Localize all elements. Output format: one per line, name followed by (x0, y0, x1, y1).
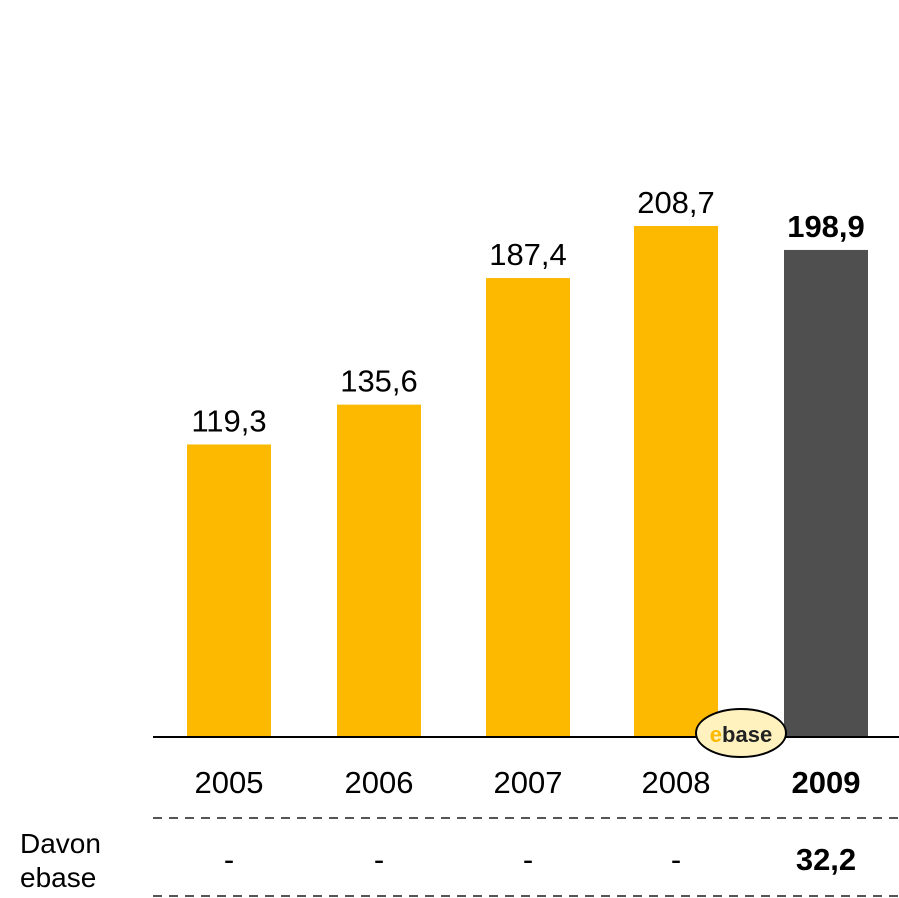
x-tick-label-2007: 2007 (494, 765, 563, 800)
bar-2008 (634, 226, 718, 736)
logo-e-glyph: e (710, 722, 722, 747)
value-label-2008: 208,7 (637, 185, 715, 220)
davon-value-2005: - (224, 842, 234, 877)
x-tick-label-2006: 2006 (345, 765, 414, 800)
davon-label-line1: Davon (20, 828, 101, 859)
davon-values-group: - - - - 32,2 (224, 842, 856, 877)
value-label-2007: 187,4 (489, 237, 567, 272)
davon-label-line2: ebase (20, 862, 96, 893)
value-label-2005: 119,3 (191, 403, 266, 438)
bar-2009 (784, 250, 868, 736)
davon-value-2008: - (671, 842, 681, 877)
ebase-logo: ebase (696, 709, 786, 757)
x-tick-label-2009: 2009 (792, 765, 861, 800)
bar-2006 (337, 405, 421, 736)
davon-value-2009: 32,2 (796, 842, 856, 877)
year-labels-group: 2005 2006 2007 2008 2009 (195, 765, 861, 800)
svg-text:ebase: ebase (710, 722, 772, 747)
davon-value-2006: - (374, 842, 384, 877)
logo-text: base (722, 722, 772, 747)
davon-value-2007: - (523, 842, 533, 877)
x-tick-label-2005: 2005 (195, 765, 264, 800)
bar-2005 (187, 444, 271, 736)
value-label-2009: 198,9 (787, 209, 865, 244)
x-tick-label-2008: 2008 (642, 765, 711, 800)
bar-2007 (486, 278, 570, 736)
bars-group (187, 226, 868, 736)
value-label-2006: 135,6 (340, 364, 418, 399)
